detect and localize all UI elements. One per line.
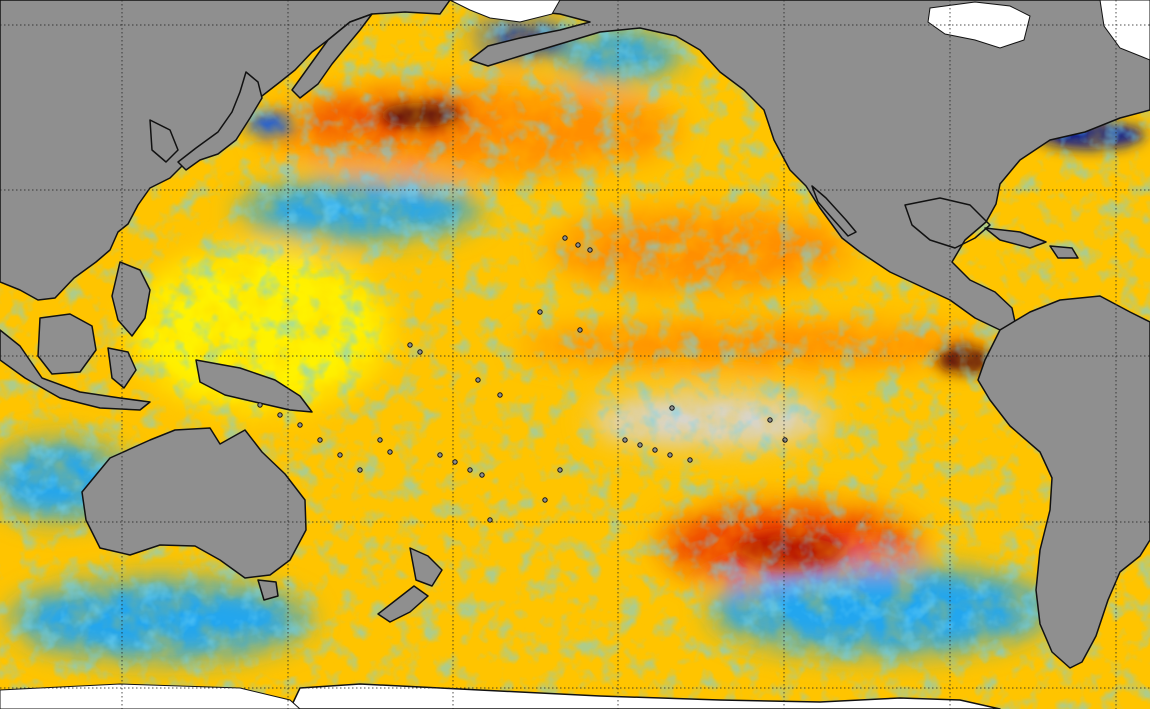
island-dot <box>587 247 593 253</box>
island-dot <box>542 497 548 503</box>
baja-california <box>811 185 857 237</box>
new-guinea <box>195 359 313 413</box>
kamchatka <box>291 13 373 99</box>
antarctic-ice-shelf <box>289 683 1001 709</box>
island-dot <box>297 422 303 428</box>
australia <box>81 427 307 579</box>
island-dot <box>652 447 658 453</box>
borneo <box>37 313 97 375</box>
antarctic-ice <box>0 683 301 709</box>
island-dot <box>407 342 413 348</box>
island-dot <box>562 235 568 241</box>
new-zealand-south <box>377 585 429 623</box>
island-dot <box>487 517 493 523</box>
island-dot <box>622 437 628 443</box>
island-dot <box>357 467 363 473</box>
hispaniola <box>1049 245 1079 259</box>
island-dot <box>782 437 788 443</box>
island-dot <box>452 459 458 465</box>
greenland-ice <box>1099 0 1150 61</box>
island-dot <box>687 457 693 463</box>
island-dot <box>475 377 481 383</box>
island-dot <box>257 402 263 408</box>
sumatra-java <box>0 329 151 411</box>
arctic-ice-bering <box>449 0 561 23</box>
island-dot <box>669 405 675 411</box>
island-dot <box>277 412 283 418</box>
island-dot <box>767 417 773 423</box>
island-dot <box>637 442 643 448</box>
pacific-islands <box>257 235 788 523</box>
island-dot <box>437 452 443 458</box>
island-dot <box>467 467 473 473</box>
island-dot <box>377 437 383 443</box>
island-dot <box>417 349 423 355</box>
south-america <box>977 295 1150 669</box>
island-dot <box>537 309 543 315</box>
new-zealand-north <box>409 547 443 587</box>
japan <box>177 71 263 171</box>
island-dot <box>575 242 581 248</box>
island-dot <box>479 472 485 478</box>
island-dot <box>337 452 343 458</box>
island-dot <box>497 392 503 398</box>
tasmania <box>257 579 279 601</box>
island-dot <box>317 437 323 443</box>
island-dot <box>667 452 673 458</box>
hudson-bay-ice <box>927 1 1031 49</box>
north-america <box>449 0 1150 331</box>
island-dot <box>557 467 563 473</box>
island-dot <box>387 449 393 455</box>
korea <box>149 119 179 163</box>
cuba <box>984 227 1047 249</box>
island-dot <box>577 327 583 333</box>
